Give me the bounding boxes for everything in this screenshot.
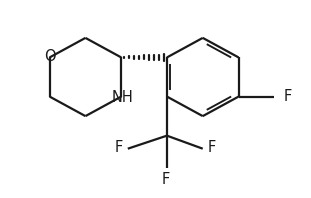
Text: O: O [44, 49, 55, 64]
Text: F: F [115, 140, 123, 155]
Text: NH: NH [111, 89, 133, 105]
Text: F: F [161, 171, 169, 187]
Text: F: F [208, 140, 216, 155]
Text: F: F [283, 89, 292, 104]
